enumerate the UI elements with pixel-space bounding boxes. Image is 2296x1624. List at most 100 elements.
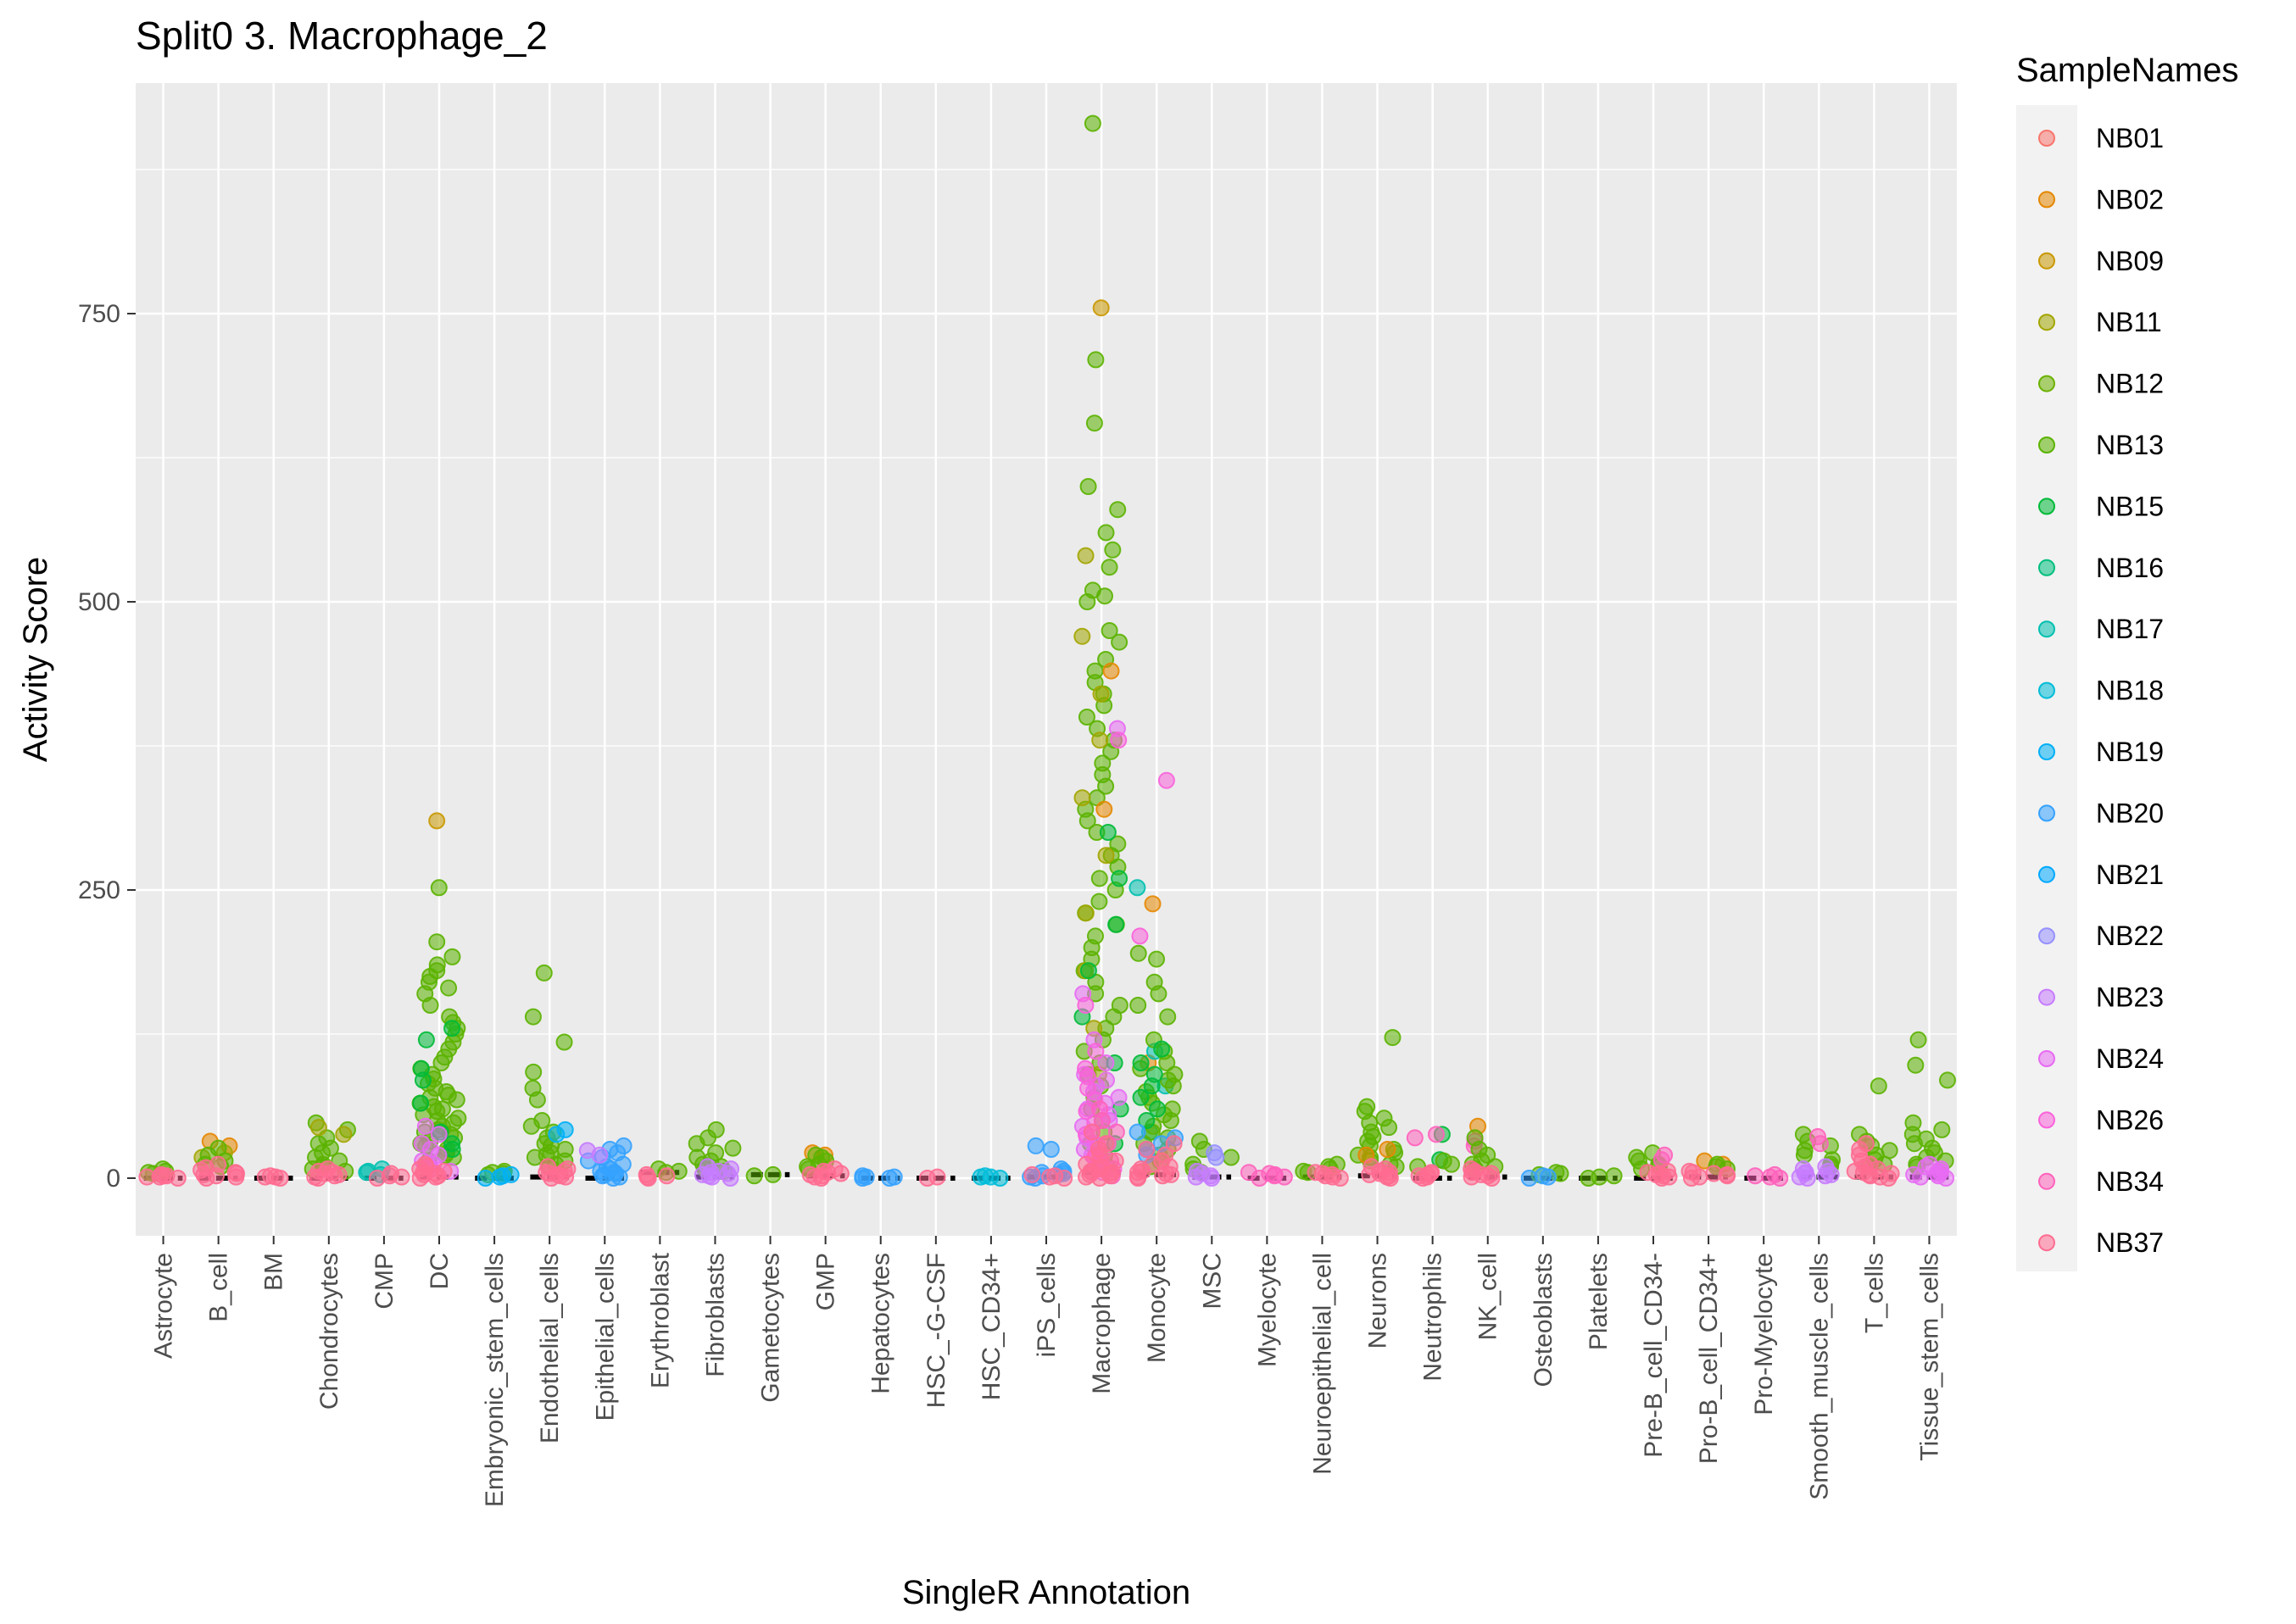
data-point xyxy=(1132,1054,1150,1071)
legend-label: NB21 xyxy=(2096,859,2164,890)
data-point xyxy=(1483,1170,1501,1187)
legend-key xyxy=(2038,252,2055,270)
data-point xyxy=(491,1168,509,1186)
legend-key xyxy=(2038,743,2055,760)
data-point xyxy=(1095,587,1113,605)
data-point xyxy=(1092,685,1110,703)
data-point xyxy=(1128,879,1146,897)
legend-key xyxy=(2038,1111,2055,1129)
data-point xyxy=(1539,1168,1557,1186)
data-point xyxy=(724,1139,742,1157)
y-axis: 0 250 500 750 xyxy=(78,300,136,1193)
data-point xyxy=(528,1091,546,1109)
data-point xyxy=(448,1091,465,1109)
data-point xyxy=(1097,1054,1115,1071)
x-tick-label: Gametocytes xyxy=(757,1253,785,1403)
data-point xyxy=(1203,1170,1221,1187)
y-axis-title: Activity Score xyxy=(17,557,54,762)
data-point xyxy=(1443,1155,1461,1173)
legend: SampleNames NB01 NB02 NB09 NB11 NB12 NB13 NB15… xyxy=(2016,52,2238,1271)
data-point xyxy=(1111,870,1128,887)
data-point xyxy=(543,1170,560,1187)
legend-label: NB23 xyxy=(2096,982,2164,1013)
data-point xyxy=(1795,1146,1813,1164)
data-point xyxy=(1129,944,1147,962)
data-point xyxy=(1105,1008,1123,1026)
data-point xyxy=(1150,985,1168,1003)
data-point xyxy=(1097,847,1115,865)
data-point xyxy=(1379,1141,1396,1158)
legend-label: NB01 xyxy=(2096,123,2164,153)
data-point xyxy=(885,1168,903,1186)
data-point xyxy=(1092,299,1110,317)
data-point xyxy=(1414,1170,1432,1187)
data-point xyxy=(1938,1071,1956,1089)
data-point xyxy=(1937,1170,1955,1187)
data-point xyxy=(1090,870,1108,887)
data-point xyxy=(658,1167,676,1185)
data-point xyxy=(430,879,448,897)
data-point xyxy=(1042,1141,1060,1158)
legend-label: NB37 xyxy=(2096,1227,2164,1258)
x-tick-label: Chondrocytes xyxy=(315,1253,343,1410)
data-point xyxy=(430,1126,448,1143)
legend-key xyxy=(2038,620,2055,638)
x-tick-label: Pre-B_cell_CD34- xyxy=(1640,1253,1668,1458)
data-point xyxy=(1099,824,1117,841)
y-tick-label: 0 xyxy=(106,1165,120,1193)
legend-key xyxy=(2038,375,2055,392)
data-point xyxy=(1747,1167,1764,1185)
data-point xyxy=(982,1168,1000,1186)
data-point xyxy=(198,1170,215,1187)
legend-label: NB24 xyxy=(2096,1043,2164,1074)
data-point xyxy=(1207,1148,1225,1166)
data-point xyxy=(1027,1137,1045,1154)
data-point xyxy=(411,1170,429,1187)
data-point xyxy=(443,1020,461,1037)
data-point xyxy=(271,1170,289,1187)
data-point xyxy=(1912,1168,1930,1186)
data-point xyxy=(1719,1167,1736,1185)
data-point xyxy=(432,1054,450,1071)
data-point xyxy=(1143,1077,1161,1095)
data-point xyxy=(1162,1112,1179,1129)
data-point xyxy=(412,1094,430,1112)
data-point xyxy=(1580,1170,1597,1187)
x-tick-label: Hepatocytes xyxy=(867,1253,895,1394)
data-point xyxy=(1384,1029,1402,1047)
data-point xyxy=(1095,800,1113,818)
data-point xyxy=(1107,915,1125,933)
legend-label: NB22 xyxy=(2096,920,2164,951)
legend-label: NB20 xyxy=(2096,798,2164,828)
data-point xyxy=(1102,662,1120,680)
data-point xyxy=(1085,414,1103,432)
data-point xyxy=(1097,777,1115,795)
data-point xyxy=(1251,1170,1268,1187)
data-points xyxy=(138,114,1956,1187)
x-tick-label: Endothelial_cells xyxy=(536,1253,564,1443)
data-point xyxy=(557,1168,575,1186)
data-point xyxy=(1128,1123,1146,1141)
x-tick-label: Erythroblast xyxy=(646,1252,674,1388)
data-point xyxy=(1463,1168,1480,1186)
data-point xyxy=(832,1165,850,1182)
data-point xyxy=(428,812,446,830)
legend-label: NB09 xyxy=(2096,246,2164,276)
data-point xyxy=(548,1126,566,1143)
legend-key xyxy=(2038,498,2055,515)
x-axis: Astrocyte B_cell BM Chondrocytes CMP DC Embryo… xyxy=(150,1236,1943,1507)
data-point xyxy=(526,1148,543,1166)
legend-items: NB01 NB02 NB09 NB11 NB12 NB13 NB15 NB16 NB17 NB18… xyxy=(2038,123,2164,1258)
legend-key xyxy=(2038,437,2055,453)
data-point xyxy=(1381,1170,1399,1187)
data-point xyxy=(1771,1170,1789,1187)
data-point xyxy=(428,933,446,951)
data-point xyxy=(918,1170,936,1187)
x-tick-label: HSC_CD34+ xyxy=(978,1253,1006,1400)
data-point xyxy=(1361,1165,1379,1183)
data-point xyxy=(1107,1123,1125,1141)
x-tick-label: MSC xyxy=(1198,1253,1226,1310)
data-point xyxy=(1275,1168,1293,1186)
data-point xyxy=(1907,1056,1925,1074)
